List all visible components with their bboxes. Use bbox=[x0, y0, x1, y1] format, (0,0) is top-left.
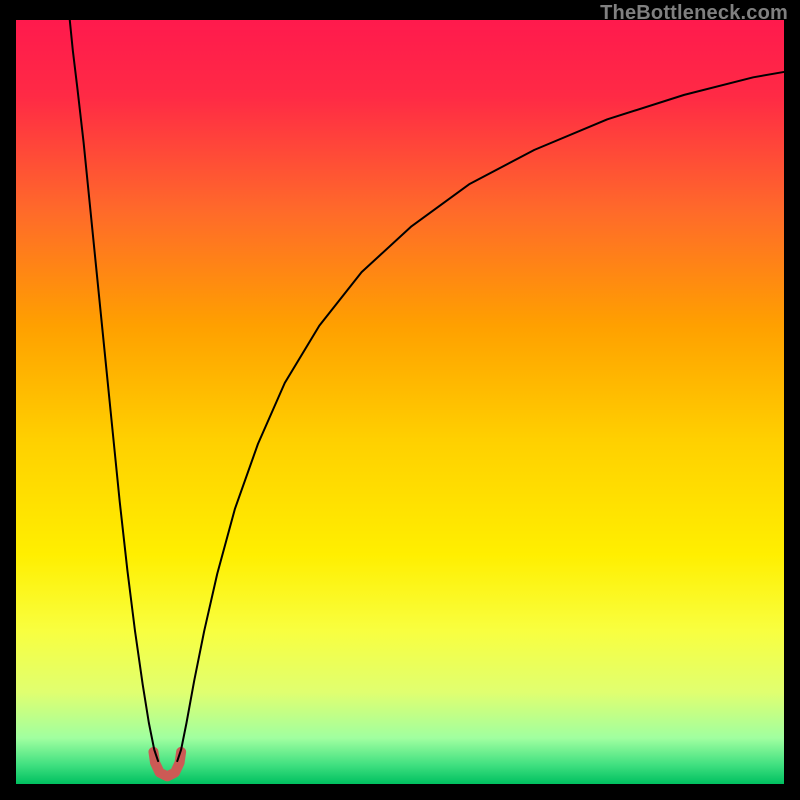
bottleneck-chart-svg bbox=[0, 0, 800, 800]
chart-background-gradient bbox=[16, 20, 784, 784]
watermark-label: TheBottleneck.com bbox=[600, 2, 788, 25]
chart-container: TheBottleneck.com bbox=[0, 0, 800, 800]
